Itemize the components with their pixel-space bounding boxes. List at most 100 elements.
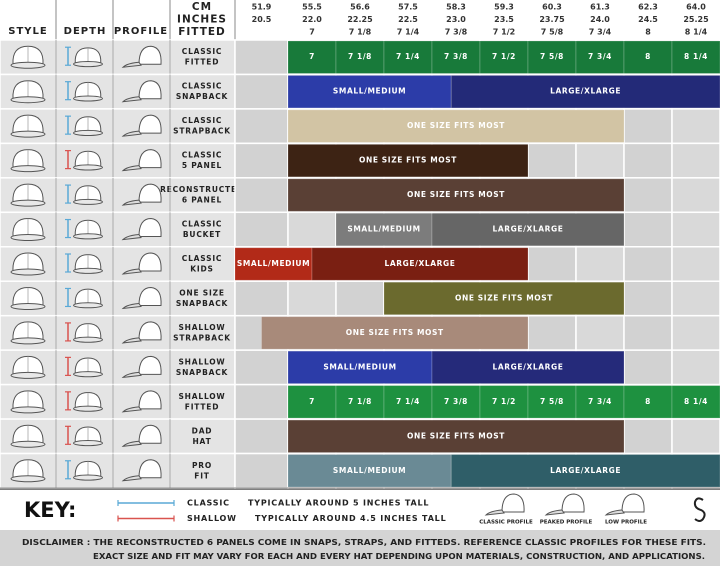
cm-value: 61.3 xyxy=(590,3,610,12)
grid-cell xyxy=(234,39,289,76)
fitted-value: 7 1/2 xyxy=(493,28,515,37)
size-segment xyxy=(623,40,673,74)
segment-label: SMALL/MEDIUM xyxy=(347,225,420,234)
hat-side xyxy=(621,493,645,513)
disclaimer-line: EXACT SIZE AND FIT MAY VARY FOR EACH AND… xyxy=(93,552,705,561)
grid-cell xyxy=(335,280,385,317)
hat-visor xyxy=(73,405,103,412)
key-name: CLASSIC xyxy=(187,499,230,508)
size-segment xyxy=(287,40,337,74)
hat-visor xyxy=(10,302,46,310)
segment-label: 7 xyxy=(309,52,315,61)
row-label: KIDS xyxy=(190,265,213,274)
hat-side xyxy=(138,390,162,410)
grid-cell xyxy=(234,349,289,386)
hat-visor xyxy=(73,474,103,481)
hat-bill xyxy=(121,302,142,310)
grid-cell xyxy=(623,246,673,282)
size-segment xyxy=(527,385,577,419)
grid-cell xyxy=(575,314,625,351)
row-label: SNAPBACK xyxy=(176,92,229,101)
hat-bill xyxy=(121,130,142,137)
size-row-label: FITTED xyxy=(178,26,226,38)
row-label: CLASSIC xyxy=(182,254,222,263)
inches-value: 22.0 xyxy=(302,15,322,24)
segment-label: 7 xyxy=(309,397,315,406)
hat-side xyxy=(138,218,162,238)
hat-bill xyxy=(121,96,142,103)
segment-label: 8 xyxy=(645,397,651,406)
hat-side xyxy=(138,252,162,272)
size-segment xyxy=(450,75,720,109)
hat-visor xyxy=(73,233,103,240)
fitted-value: 7 xyxy=(309,28,315,37)
fitted-value: 8 1/4 xyxy=(685,28,708,37)
hat-visor xyxy=(10,234,46,242)
row-label: ONE SIZE xyxy=(179,288,225,297)
segment-label: LARGE/XLARGE xyxy=(385,259,456,268)
hat-visor xyxy=(73,267,103,274)
hat-side xyxy=(138,149,162,169)
size-segment xyxy=(311,247,529,281)
hat-visor xyxy=(10,440,46,448)
fitted-value: 7 3/4 xyxy=(589,28,612,37)
fitted-value: 8 xyxy=(645,28,651,37)
hat-visor xyxy=(10,475,46,483)
grid-cell xyxy=(623,349,673,386)
segment-label: 8 xyxy=(645,52,651,61)
segment-label: 7 3/4 xyxy=(588,52,612,61)
row-label: FITTED xyxy=(185,402,219,411)
hat-visor xyxy=(73,336,103,343)
row-label: HAT xyxy=(192,437,211,446)
inches-value: 24.0 xyxy=(590,15,610,24)
hat-visor xyxy=(73,164,103,171)
hat-visor xyxy=(10,371,46,379)
segment-label: ONE SIZE FITS MOST xyxy=(407,121,505,130)
size-segment xyxy=(335,40,385,74)
segment-label: 7 1/2 xyxy=(492,52,516,61)
hat-bill xyxy=(121,199,142,206)
grid-cell xyxy=(234,108,289,145)
row-label: CLASSIC xyxy=(182,116,222,125)
grid-cell xyxy=(671,142,720,179)
hat-visor xyxy=(73,371,103,378)
grid-cell xyxy=(234,177,289,214)
size-row-label: CM xyxy=(192,1,212,13)
segment-label: ONE SIZE FITS MOST xyxy=(407,190,505,199)
hat-side xyxy=(561,493,585,513)
grid-cell xyxy=(575,246,625,282)
cm-value: 60.3 xyxy=(542,3,562,12)
segment-label: SMALL/MEDIUM xyxy=(237,259,310,268)
hat-side xyxy=(138,114,162,134)
fitted-value: 7 3/8 xyxy=(445,28,468,37)
row-label: RECONSTRUCTED xyxy=(160,185,244,194)
row-label: CLASSIC xyxy=(182,151,222,160)
style-header: STYLE xyxy=(8,26,47,37)
inches-value: 23.5 xyxy=(494,15,514,24)
segment-label: ONE SIZE FITS MOST xyxy=(455,293,553,302)
key-description: TYPICALLY AROUND 4.5 INCHES TALL xyxy=(255,514,446,523)
grid-cell xyxy=(671,211,720,248)
hat-side xyxy=(138,459,162,479)
segment-label: ONE SIZE FITS MOST xyxy=(407,431,505,440)
size-segment xyxy=(431,385,481,419)
hat-visor xyxy=(10,199,46,207)
hat-visor xyxy=(10,130,46,138)
grid-cell xyxy=(623,211,673,248)
size-segment xyxy=(527,40,577,74)
size-segment xyxy=(287,385,337,419)
hat-side xyxy=(138,80,162,100)
grid-cell xyxy=(623,280,673,317)
hat-bill xyxy=(121,475,142,482)
segment-label: 8 1/4 xyxy=(684,397,708,406)
segment-label: LARGE/XLARGE xyxy=(550,87,621,96)
segment-label: 7 5/8 xyxy=(540,397,564,406)
grid-cell xyxy=(623,142,673,179)
grid-cell xyxy=(671,418,720,455)
row-label: CLASSIC xyxy=(182,47,222,56)
segment-label: 7 1/4 xyxy=(396,397,420,406)
size-segment xyxy=(431,212,625,247)
segment-label: LARGE/XLARGE xyxy=(493,225,564,234)
size-segment xyxy=(287,350,433,385)
row-label: SHALLOW xyxy=(178,392,225,401)
